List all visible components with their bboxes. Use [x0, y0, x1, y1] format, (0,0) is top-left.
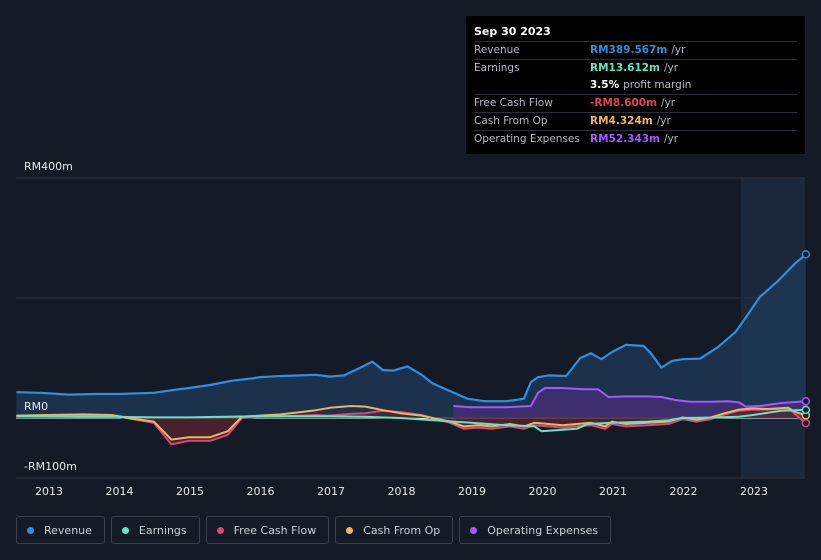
x-tick-label: 2019: [458, 485, 486, 498]
tooltip-label: Revenue: [474, 44, 520, 56]
tooltip-label: Operating Expenses: [474, 133, 580, 145]
tooltip-unit: profit margin: [623, 79, 692, 91]
tooltip-unit: /yr: [664, 133, 679, 145]
tooltip-unit: /yr: [656, 115, 671, 127]
tooltip-date: Sep 30 2023: [474, 25, 551, 38]
tooltip-unit: /yr: [664, 62, 679, 74]
tooltip-value: RM389.567m: [590, 44, 668, 56]
tooltip-label: Cash From Op: [474, 115, 548, 127]
legend-label: Operating Expenses: [487, 523, 599, 537]
tooltip-value: RM4.324m: [590, 115, 653, 127]
legend-label: Revenue: [44, 523, 92, 537]
cash-from-op-dot-icon: [346, 526, 354, 534]
x-tick-label: 2023: [740, 485, 768, 498]
tooltip-value: RM13.612m: [590, 62, 660, 74]
x-tick-label: 2013: [35, 485, 63, 498]
y-tick-label-top: RM400m: [24, 160, 73, 173]
legend-label: Free Cash Flow: [233, 523, 317, 537]
operating-expenses-line: [453, 387, 806, 409]
tooltip-row-cfo: Cash From Op RM4.324m /yr: [474, 112, 797, 130]
legend-revenue[interactable]: Revenue: [16, 516, 105, 544]
tooltip-row-revenue: Revenue RM389.567m /yr: [474, 41, 797, 59]
tooltip-label: Free Cash Flow: [474, 97, 553, 109]
tooltip-row-opex: Operating Expenses RM52.343m /yr: [474, 130, 797, 148]
y-tick-label-bottom: -RM100m: [24, 460, 77, 473]
x-tick-label: 2017: [317, 485, 345, 498]
revenue-line: [16, 253, 807, 403]
operating-expenses-area: [453, 388, 806, 418]
tooltip-value: RM52.343m: [590, 133, 660, 145]
revenue-dot-icon: [27, 526, 34, 534]
earnings-line: [16, 408, 806, 433]
earnings-dot-icon: [121, 526, 129, 534]
cash-from-op-line: [16, 405, 807, 441]
x-tick-label: 2015: [176, 485, 204, 498]
data-tooltip: Sep 30 2023 Revenue RM389.567m /yr Earni…: [466, 16, 805, 154]
operating-expenses-end-point: [801, 396, 811, 406]
earnings-end-point: [801, 405, 811, 415]
chart-legend: Revenue Earnings Free Cash Flow Cash Fro…: [16, 516, 612, 546]
chart-series: [16, 250, 811, 446]
revenue-area: [16, 254, 806, 418]
x-tick-label: 2014: [105, 485, 134, 498]
tooltip-value: 3.5%: [590, 79, 620, 91]
legend-cash-from-op[interactable]: Cash From Op: [335, 516, 454, 544]
free-cash-flow-line: [16, 407, 807, 446]
legend-free-cash-flow[interactable]: Free Cash Flow: [205, 516, 330, 544]
tooltip-row-earnings: Earnings RM13.612m /yr: [474, 59, 797, 77]
chart-grid: [16, 177, 805, 479]
tooltip-unit: /yr: [661, 97, 676, 109]
legend-label: Cash From Op: [363, 523, 441, 537]
free-cash-flow-dot-icon: [216, 526, 224, 534]
y-tick-label-zero: RM0: [24, 400, 49, 413]
legend-operating-expenses[interactable]: Operating Expenses: [459, 516, 612, 544]
x-tick-label: 2016: [246, 485, 275, 498]
free-cash-flow-end-point: [801, 418, 811, 428]
x-tick-label: 2021: [599, 485, 627, 498]
legend-label: Earnings: [138, 523, 187, 537]
operating-expenses-dot-icon: [470, 526, 478, 534]
tooltip-label: [474, 77, 590, 94]
tooltip-row-margin: 3.5% profit margin: [474, 77, 797, 94]
tooltip-row-fcf: Free Cash Flow -RM8.600m /yr: [474, 94, 797, 112]
x-tick-label: 2020: [528, 485, 557, 498]
tooltip-unit: /yr: [671, 44, 686, 56]
x-tick-label: 2018: [387, 485, 416, 498]
legend-earnings[interactable]: Earnings: [110, 516, 200, 544]
tooltip-value: -RM8.600m: [590, 97, 658, 109]
revenue-end-point: [801, 250, 811, 259]
tooltip-label: Earnings: [474, 62, 520, 74]
x-tick-label: 2022: [669, 485, 698, 498]
